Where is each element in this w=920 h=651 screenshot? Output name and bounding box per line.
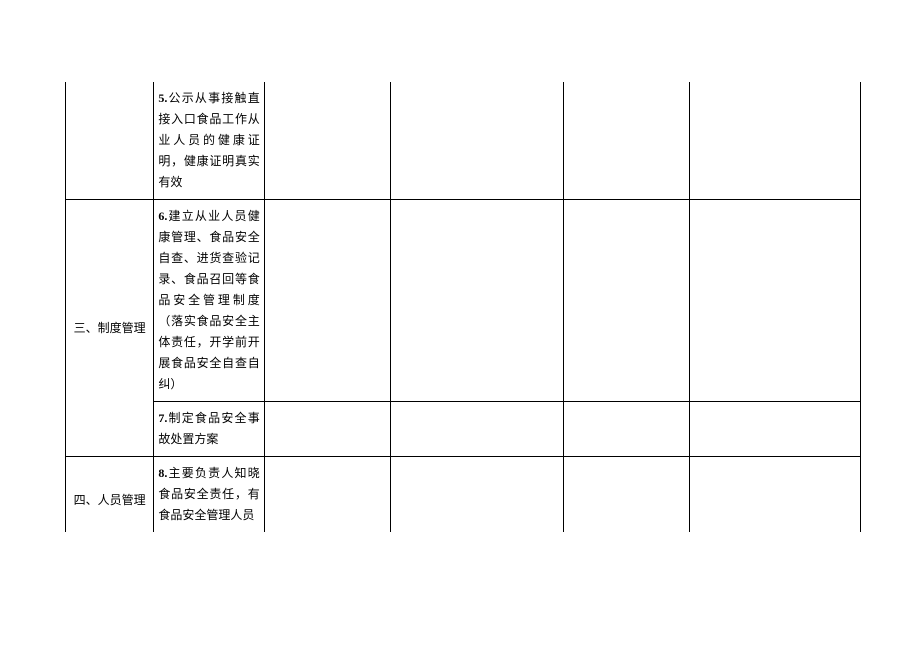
item-cell: 6.建立从业人员健康管理、食品安全自查、进货查验记录、食品召回等食品安全管理制度… — [154, 200, 264, 402]
blank-cell — [391, 200, 564, 402]
item-cell: 5.公示从事接触直接入口食品工作从业人员的健康证明，健康证明真实有效 — [154, 82, 264, 200]
blank-cell — [264, 200, 390, 402]
table-row: 7.制定食品安全事故处置方案 — [66, 402, 861, 457]
item-text: 主要负责人知晓食品安全责任，有食品安全管理人员 — [158, 466, 259, 522]
item-number: 7. — [158, 411, 167, 425]
item-number: 8. — [158, 466, 167, 480]
item-number: 5. — [158, 91, 167, 105]
blank-cell — [563, 402, 689, 457]
item-text: 制定食品安全事故处置方案 — [158, 411, 259, 446]
blank-cell — [563, 82, 689, 200]
blank-cell — [690, 200, 861, 402]
blank-cell — [264, 402, 390, 457]
table-row: 5.公示从事接触直接入口食品工作从业人员的健康证明，健康证明真实有效 — [66, 82, 861, 200]
blank-cell — [391, 457, 564, 533]
blank-cell — [563, 200, 689, 402]
table-row: 三、制度管理 6.建立从业人员健康管理、食品安全自查、进货查验记录、食品召回等食… — [66, 200, 861, 402]
category-label: 三、制度管理 — [74, 321, 146, 335]
item-text: 建立从业人员健康管理、食品安全自查、进货查验记录、食品召回等食品安全管理制度（落… — [158, 209, 259, 391]
category-cell — [66, 82, 154, 200]
inspection-table: 5.公示从事接触直接入口食品工作从业人员的健康证明，健康证明真实有效 三、制度管… — [65, 82, 861, 532]
item-text: 公示从事接触直接入口食品工作从业人员的健康证明，健康证明真实有效 — [158, 91, 259, 189]
category-cell: 三、制度管理 — [66, 200, 154, 457]
blank-cell — [264, 457, 390, 533]
blank-cell — [690, 82, 861, 200]
blank-cell — [563, 457, 689, 533]
blank-cell — [264, 82, 390, 200]
blank-cell — [690, 457, 861, 533]
item-cell: 7.制定食品安全事故处置方案 — [154, 402, 264, 457]
blank-cell — [391, 402, 564, 457]
blank-cell — [391, 82, 564, 200]
category-cell: 四、人员管理 — [66, 457, 154, 533]
item-cell: 8.主要负责人知晓食品安全责任，有食品安全管理人员 — [154, 457, 264, 533]
blank-cell — [690, 402, 861, 457]
category-label: 四、人员管理 — [74, 493, 146, 507]
table-row: 四、人员管理 8.主要负责人知晓食品安全责任，有食品安全管理人员 — [66, 457, 861, 533]
inspection-table-fragment: 5.公示从事接触直接入口食品工作从业人员的健康证明，健康证明真实有效 三、制度管… — [65, 82, 861, 532]
item-number: 6. — [158, 209, 167, 223]
